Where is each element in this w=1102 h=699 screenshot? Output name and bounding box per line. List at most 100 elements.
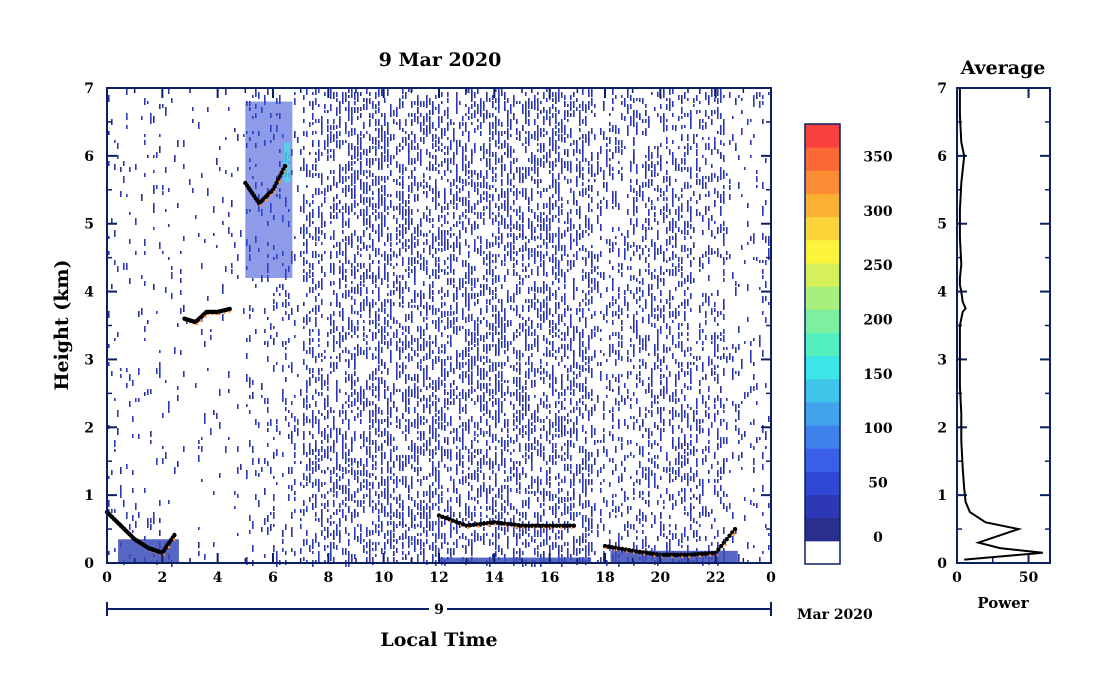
heatmap-cell [489,194,491,198]
heatmap-cell [396,191,398,198]
heatmap-cell [549,155,551,158]
heatmap-cell [357,95,359,102]
heatmap-cell [369,221,371,225]
heatmap-cell [402,413,404,419]
heatmap-cell [162,185,164,190]
heatmap-cell [375,413,377,419]
heatmap-cell [486,371,488,377]
heatmap-cell [513,299,515,303]
heatmap-cell [303,269,305,273]
heatmap-cell [504,362,506,366]
heatmap-cell [501,308,503,312]
heatmap-cell [447,212,449,215]
heatmap-cell [534,530,536,537]
heatmap-cell [264,341,266,345]
heatmap-cell [318,338,320,342]
heatmap-cell [420,500,422,506]
heatmap-cell [357,269,359,272]
heatmap-cell [153,116,155,123]
heatmap-cell [408,407,410,414]
heatmap-cell [171,266,173,270]
heatmap-cell [465,164,467,167]
heatmap-cell [480,101,482,108]
heatmap-cell [333,245,335,248]
heatmap-cell [276,425,278,432]
heatmap-cell [315,380,317,383]
heatmap-cell [279,293,281,296]
heatmap-cell [384,308,386,314]
heatmap-cell [513,377,515,384]
heatmap-cell [408,143,410,146]
heatmap-cell [120,467,122,474]
heatmap-cell [414,257,416,264]
heatmap-cell [456,362,458,369]
heatmap-cell [456,431,458,435]
heatmap-cell [531,248,533,253]
heatmap-cell [414,515,416,520]
heatmap-cell [381,164,383,168]
heatmap-cell [546,362,548,366]
heatmap-cell [267,398,269,404]
heatmap-cell [465,122,467,128]
heatmap-cell [438,194,440,197]
heatmap-cell [516,353,518,359]
heatmap-cell [369,551,371,557]
heatmap-cell [342,239,344,242]
heatmap-cell [447,110,449,117]
heatmap-cell [381,302,383,306]
heatmap-cell [312,92,314,95]
heatmap-cell [312,122,314,125]
heatmap-cell [390,476,392,480]
heatmap-cell [333,533,335,540]
heatmap-cell [387,158,389,162]
heatmap-cell [357,335,359,338]
heatmap-cell [228,212,230,217]
heatmap-cell [417,344,419,351]
heatmap-cell [135,251,137,255]
heatmap-cell [312,200,314,204]
heatmap-cell [465,512,467,516]
heatmap-cell [489,158,491,165]
heatmap-cell [447,125,449,131]
heatmap-cell [537,419,539,422]
heatmap-cell [144,173,146,177]
heatmap-cell [336,380,338,383]
heatmap-cell [387,152,389,157]
heatmap-cell [303,401,305,408]
heatmap-cell [447,407,449,410]
heatmap-cell [372,500,374,503]
heatmap-cell [318,377,320,381]
heatmap-cell [522,551,524,555]
heatmap-cell [540,110,542,114]
heatmap-cell [432,470,434,476]
heatmap-cell [522,227,524,231]
heatmap-cell [327,374,329,380]
heatmap-cell [339,302,341,306]
heatmap-cell [402,392,404,397]
heatmap-cell [462,188,464,191]
heatmap-cell [399,323,401,328]
heatmap-cell [363,350,365,355]
heatmap-cell [468,263,470,269]
heatmap-cell [531,134,533,139]
heatmap-cell [546,152,548,158]
heatmap-cell [498,524,500,530]
heatmap-cell [342,509,344,513]
heatmap-cell [156,152,158,158]
heatmap-cell [261,467,263,472]
heatmap-cell [531,422,533,426]
heatmap-cell [273,512,275,515]
heatmap-cell [501,383,503,389]
heatmap-cell [303,260,305,266]
heatmap-cell [306,170,308,177]
heatmap-cell [552,269,554,275]
heatmap-cell [405,221,407,225]
heatmap-cell [495,275,497,279]
heatmap-cell [345,167,347,174]
heatmap-cell [468,467,470,470]
heatmap-cell [396,362,398,368]
heatmap-cell [429,524,431,531]
heatmap-cell [420,125,422,132]
heatmap-cell [396,347,398,351]
heatmap-cell [408,539,410,542]
